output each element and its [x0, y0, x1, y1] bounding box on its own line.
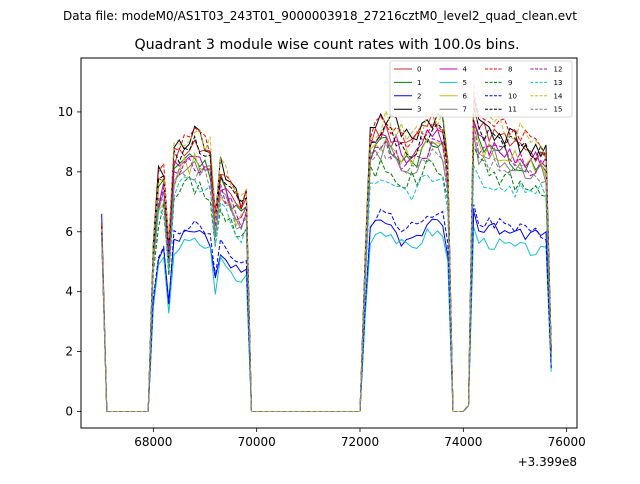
legend-label-2: 2 [417, 92, 421, 100]
legend-label-13: 13 [554, 79, 563, 87]
y-tick-label: 2 [65, 345, 73, 359]
y-tick-label: 0 [65, 405, 73, 419]
legend-label-7: 7 [463, 106, 467, 114]
axes-frame [80, 57, 578, 429]
legend-label-1: 1 [417, 79, 421, 87]
y-axis: 0 2 4 6 8 10 [58, 105, 81, 419]
legend-label-12: 12 [554, 66, 563, 74]
legend-label-14: 14 [554, 92, 563, 100]
x-tick-label: 74000 [444, 435, 482, 449]
legend-label-11: 11 [508, 106, 517, 114]
x-tick-label: 70000 [238, 435, 276, 449]
legend-label-15: 15 [554, 106, 563, 114]
chart-title: Quadrant 3 module wise count rates with … [134, 37, 519, 53]
x-axis: 68000 70000 72000 74000 76000 [134, 428, 586, 449]
legend-label-6: 6 [463, 92, 468, 100]
series-line-9 [101, 145, 552, 412]
x-tick-label: 68000 [134, 435, 172, 449]
legend-label-5: 5 [463, 79, 467, 87]
series-lines [101, 84, 552, 412]
legend-label-4: 4 [463, 66, 468, 74]
series-line-13 [101, 165, 552, 412]
legend-label-3: 3 [417, 106, 421, 114]
legend-label-10: 10 [508, 92, 517, 100]
y-tick-label: 8 [65, 165, 73, 179]
legend-label-0: 0 [417, 66, 421, 74]
x-tick-label: 72000 [341, 435, 379, 449]
figure-suptitle: Data file: modeM0/AS1T03_243T01_90000039… [63, 9, 577, 23]
y-tick-label: 4 [65, 285, 73, 299]
legend-label-8: 8 [508, 66, 512, 74]
legend-label-9: 9 [508, 79, 512, 87]
y-tick-label: 10 [58, 105, 73, 119]
x-tick-label: 76000 [548, 435, 586, 449]
series-line-15 [101, 139, 552, 412]
legend-box [389, 60, 573, 118]
x-offset-label: +3.399e8 [518, 455, 577, 469]
y-tick-label: 6 [65, 225, 73, 239]
series-line-10 [101, 204, 552, 412]
